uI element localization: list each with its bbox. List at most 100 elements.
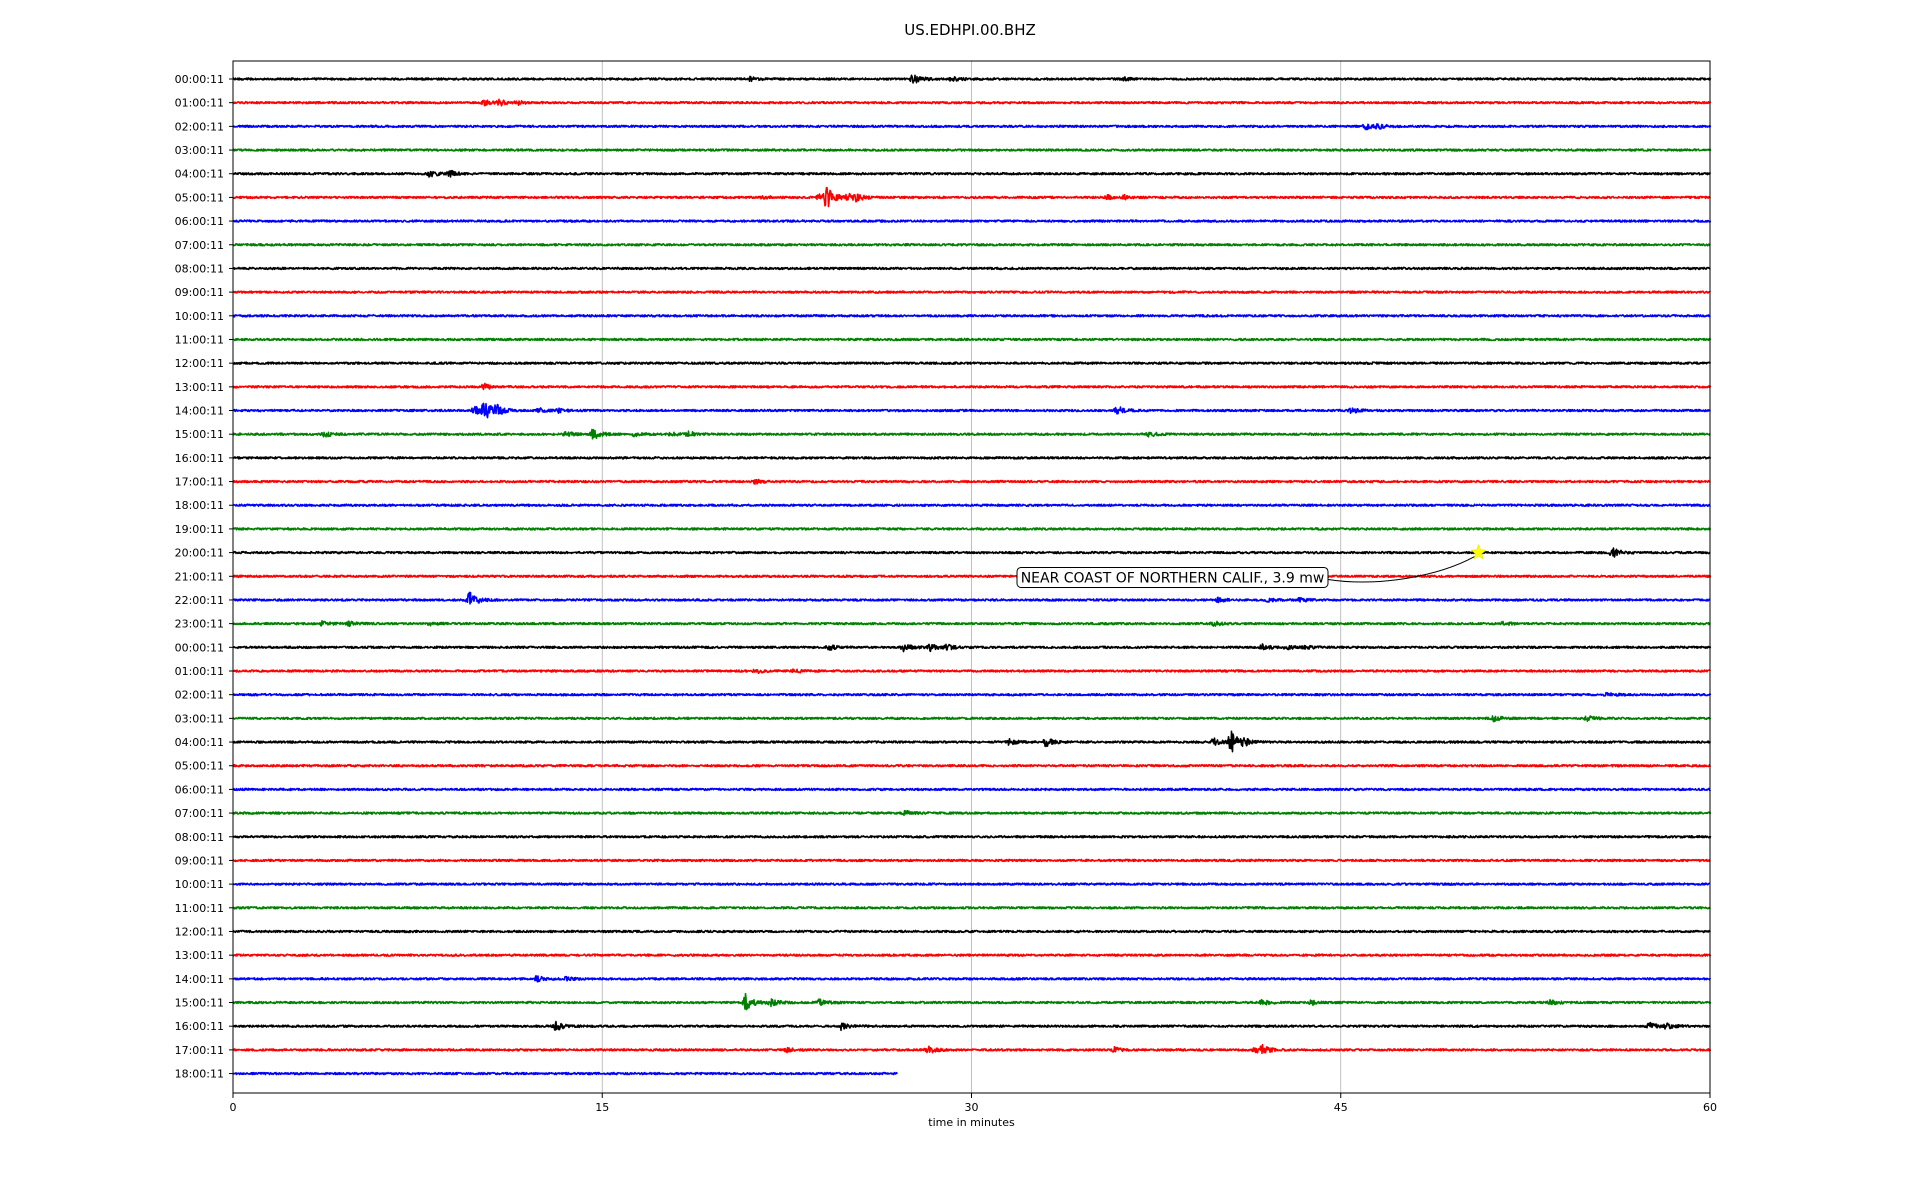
trace-row [232, 834, 1712, 839]
row-label: 08:00:11 [175, 262, 224, 275]
trace-row [232, 992, 1712, 1011]
trace-row [232, 643, 1712, 653]
trace-row [232, 591, 1711, 605]
row-label: 15:00:11 [175, 428, 224, 441]
x-axis-label: time in minutes [928, 1116, 1015, 1129]
row-label: 06:00:11 [175, 783, 224, 796]
trace-row [232, 402, 1711, 419]
row-label: 13:00:11 [175, 949, 224, 962]
row-label: 12:00:11 [175, 357, 224, 370]
x-axis: 0 15 30 45 60 [230, 1093, 1717, 1114]
trace-row [232, 382, 1712, 391]
trace-row [232, 929, 1711, 934]
row-label: 10:00:11 [175, 878, 224, 891]
row-label: 01:00:11 [175, 665, 224, 678]
annotation-box [1016, 566, 1329, 588]
traces [232, 74, 1712, 1076]
row-label: 07:00:11 [175, 239, 224, 252]
row-label: 14:00:11 [175, 405, 224, 418]
trace-row [232, 186, 1711, 208]
row-labels: 00:00:11 01:00:11 02:00:11 03:00:11 04:00:11… [175, 73, 233, 1081]
row-label: 10:00:11 [175, 310, 224, 323]
event-star-marker [1470, 543, 1487, 560]
row-label: 07:00:11 [175, 807, 224, 820]
chart-title: US.EDHPI.00.BHZ [904, 21, 1036, 39]
trace-row [232, 691, 1712, 697]
trace-row [232, 123, 1712, 131]
annotation-connector [1327, 556, 1475, 583]
row-label: 17:00:11 [175, 1044, 224, 1057]
trace-row [232, 266, 1711, 271]
trace-row [232, 98, 1712, 107]
trace-row [232, 169, 1712, 178]
row-label: 11:00:11 [175, 902, 224, 915]
trace-row [232, 730, 1712, 753]
row-label: 16:00:11 [175, 452, 224, 465]
row-label: 19:00:11 [175, 523, 224, 536]
trace-row [232, 337, 1712, 342]
row-label: 18:00:11 [175, 499, 224, 512]
row-label: 04:00:11 [175, 736, 224, 749]
trace-row [232, 620, 1711, 628]
row-label: 02:00:11 [175, 120, 224, 133]
trace-row [232, 787, 1711, 792]
trace-row [232, 1043, 1712, 1055]
trace-row [232, 428, 1711, 440]
row-label: 20:00:11 [175, 547, 224, 560]
trace-row [232, 953, 1712, 957]
trace-row [232, 478, 1711, 485]
trace-row [232, 809, 1712, 817]
trace-row [232, 547, 1711, 558]
row-label: 23:00:11 [175, 618, 224, 631]
row-label: 11:00:11 [175, 333, 224, 346]
row-label: 14:00:11 [175, 973, 224, 986]
trace-row [232, 361, 1712, 365]
x-tick-label: 15 [595, 1101, 609, 1114]
x-tick-label: 0 [230, 1101, 237, 1114]
trace-row [232, 148, 1712, 152]
trace-row [232, 882, 1711, 886]
trace-row [232, 456, 1712, 460]
trace-row [232, 668, 1711, 675]
row-label: 02:00:11 [175, 689, 224, 702]
row-label: 21:00:11 [175, 570, 224, 583]
row-label: 22:00:11 [175, 594, 224, 607]
trace-row [232, 290, 1711, 294]
row-label: 16:00:11 [175, 1020, 224, 1033]
trace-row [232, 242, 1711, 247]
row-label: 01:00:11 [175, 97, 224, 110]
row-label: 12:00:11 [175, 925, 224, 938]
trace-row [232, 974, 1712, 983]
x-tick-label: 45 [1334, 1101, 1348, 1114]
row-label: 15:00:11 [175, 997, 224, 1010]
row-label: 08:00:11 [175, 831, 224, 844]
row-label: 18:00:11 [175, 1068, 224, 1081]
row-label: 04:00:11 [175, 168, 224, 181]
trace-row [232, 527, 1712, 531]
row-label: 03:00:11 [175, 712, 224, 725]
row-label: 17:00:11 [175, 476, 224, 489]
trace-row [232, 219, 1712, 223]
x-tick-label: 30 [965, 1101, 979, 1114]
trace-row [232, 763, 1712, 768]
row-label: 13:00:11 [175, 381, 224, 394]
row-label: 09:00:11 [175, 854, 224, 867]
trace-row [232, 1071, 898, 1076]
trace-row [232, 906, 1711, 910]
row-label: 00:00:11 [175, 73, 224, 86]
annotations: NEAR COAST OF NORTHERN CALIF., 3.9 mw [1016, 543, 1487, 588]
row-label: 00:00:11 [175, 641, 224, 654]
row-label: 05:00:11 [175, 760, 224, 773]
annotation-text: NEAR COAST OF NORTHERN CALIF., 3.9 mw [1021, 570, 1325, 586]
x-tick-label: 60 [1703, 1101, 1717, 1114]
row-label: 05:00:11 [175, 191, 224, 204]
trace-row [232, 503, 1711, 508]
trace-row [232, 1020, 1711, 1032]
trace-row [232, 314, 1711, 318]
row-label: 09:00:11 [175, 286, 224, 299]
row-label: 06:00:11 [175, 215, 224, 228]
trace-row [232, 858, 1711, 863]
trace-row [232, 74, 1712, 84]
trace-row [232, 574, 1712, 579]
